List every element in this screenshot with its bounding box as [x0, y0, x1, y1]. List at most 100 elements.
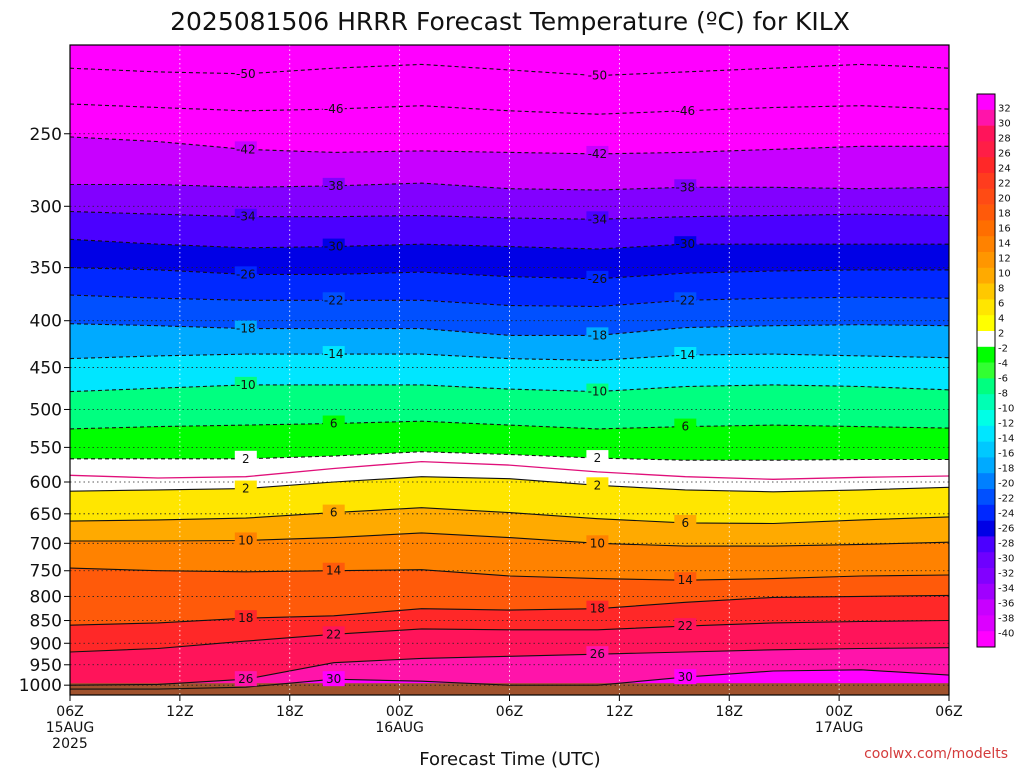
isotherm-label-bg	[674, 514, 697, 530]
colorbar-swatch	[977, 568, 995, 585]
colorbar-label: 24	[998, 164, 1011, 175]
isotherm-label-bg	[322, 292, 345, 308]
isotherm-label-bg	[322, 504, 345, 520]
colorbar-swatch	[977, 157, 995, 174]
isotherm-label-bg	[586, 145, 609, 161]
colorbar-swatch	[977, 315, 995, 332]
isotherm-label-bg	[322, 238, 345, 254]
isotherm-label: -10	[588, 385, 608, 399]
isotherm-label: 6	[681, 420, 689, 434]
x-tick-label: 06Z	[935, 704, 962, 720]
isotherm-label-bg	[234, 376, 257, 392]
y-tick-label: 800	[30, 587, 62, 607]
isotherm-label-bg	[234, 266, 257, 282]
colorbar-label: 26	[998, 149, 1011, 160]
colorbar-swatch	[977, 362, 995, 379]
isotherm-label: -42	[588, 147, 608, 161]
isotherm-line	[70, 647, 949, 686]
fill-band	[70, 183, 949, 220]
colorbar-swatch	[977, 236, 995, 253]
isotherm-label: -30	[324, 240, 344, 254]
colorbar-swatch	[977, 331, 995, 348]
isotherm-label-bg	[586, 211, 609, 227]
y-tick-label: 550	[30, 438, 62, 458]
colorbar-swatch	[977, 504, 995, 521]
isotherm-label: 10	[590, 536, 605, 550]
x-tick-label: 00Z	[386, 704, 413, 720]
isotherm-label: -26	[236, 267, 256, 281]
colorbar-swatch	[977, 536, 995, 553]
isotherm-label: -34	[588, 212, 608, 226]
isotherm-label-bg	[674, 102, 697, 118]
isotherm-label: -34	[236, 210, 256, 224]
y-tick-label: 950	[30, 656, 62, 676]
colorbar-label: -38	[998, 614, 1014, 625]
fill-band	[70, 421, 949, 461]
x-tick-label: 16AUG	[375, 720, 424, 736]
isotherm-label: -22	[324, 293, 344, 307]
isotherm-label-bg	[586, 270, 609, 286]
fill-band	[70, 267, 949, 307]
y-tick-label: 650	[30, 505, 62, 525]
isotherm-label: 18	[590, 602, 605, 616]
isotherm-label: -18	[236, 322, 256, 336]
colorbar-swatch	[977, 267, 995, 284]
colorbar-label: -22	[998, 494, 1014, 505]
isotherm-line	[70, 532, 949, 547]
x-tick-label: 15AUG	[46, 720, 95, 736]
colorbar-swatch	[977, 204, 995, 221]
colorbar-label: -2	[998, 344, 1008, 355]
isotherm-label-bg	[234, 141, 257, 157]
x-tick-label: 12Z	[166, 704, 193, 720]
isotherm-label-bg	[322, 626, 345, 642]
colorbar-swatch	[977, 346, 995, 363]
y-tick-label: 1000	[19, 676, 62, 696]
isotherm-label: -46	[324, 102, 344, 116]
colorbar-label: -14	[998, 434, 1014, 445]
y-tick-label: 850	[30, 612, 62, 632]
fill-band	[70, 354, 949, 392]
colorbar-label: -24	[998, 509, 1014, 520]
colorbar-label: -12	[998, 419, 1014, 430]
colorbar-frame	[976, 93, 996, 648]
isotherm-label-bg	[586, 67, 609, 83]
isotherm-label: 6	[681, 516, 689, 530]
isotherm-label: -46	[675, 104, 695, 118]
colorbar-swatch	[977, 173, 995, 190]
isotherm-label: 2	[242, 452, 250, 466]
isotherm-line	[70, 619, 949, 653]
y-tick-label: 900	[30, 634, 62, 654]
isotherm-label-bg	[674, 669, 697, 685]
isotherm-label-bg	[586, 327, 609, 343]
isotherm-label: -30	[675, 237, 695, 251]
colorbar-swatch	[977, 410, 995, 427]
colorbar-label: -8	[998, 389, 1008, 400]
colorbar-label: 6	[998, 299, 1004, 310]
isotherm-lines	[70, 63, 949, 690]
x-tick-label: 17AUG	[815, 720, 864, 736]
colorbar-label: -4	[998, 359, 1008, 370]
isotherm-label-bg	[586, 477, 609, 493]
isotherm-label-bg	[674, 292, 697, 308]
isotherm-line	[70, 460, 949, 480]
colorbar-swatch	[977, 552, 995, 569]
x-tick-label: 06Z	[56, 704, 83, 720]
colorbar-label: 18	[998, 209, 1011, 220]
x-tick-label: 18Z	[276, 704, 303, 720]
colorbar-label: -26	[998, 524, 1014, 535]
isotherm-label: 30	[678, 670, 693, 684]
isotherm-label-bg	[322, 415, 345, 431]
isotherm-line	[70, 476, 949, 493]
colorbar-swatch	[977, 283, 995, 300]
isotherm-label: 30	[326, 672, 341, 686]
colorbar-label: 16	[998, 224, 1011, 235]
colorbar-label: 32	[998, 104, 1011, 115]
y-tick-label: 750	[30, 562, 62, 582]
colorbar-swatch	[977, 109, 995, 126]
isotherm-label-bg	[322, 671, 345, 687]
isotherm-label-bg	[234, 450, 257, 466]
fill-band	[70, 461, 949, 492]
isotherm-labels: -50 -50 -46 -46 -42 -42 -38 -38 -34 -34 -30 -30 -26 -…	[234, 65, 697, 687]
isotherm-label: -50	[236, 67, 256, 81]
